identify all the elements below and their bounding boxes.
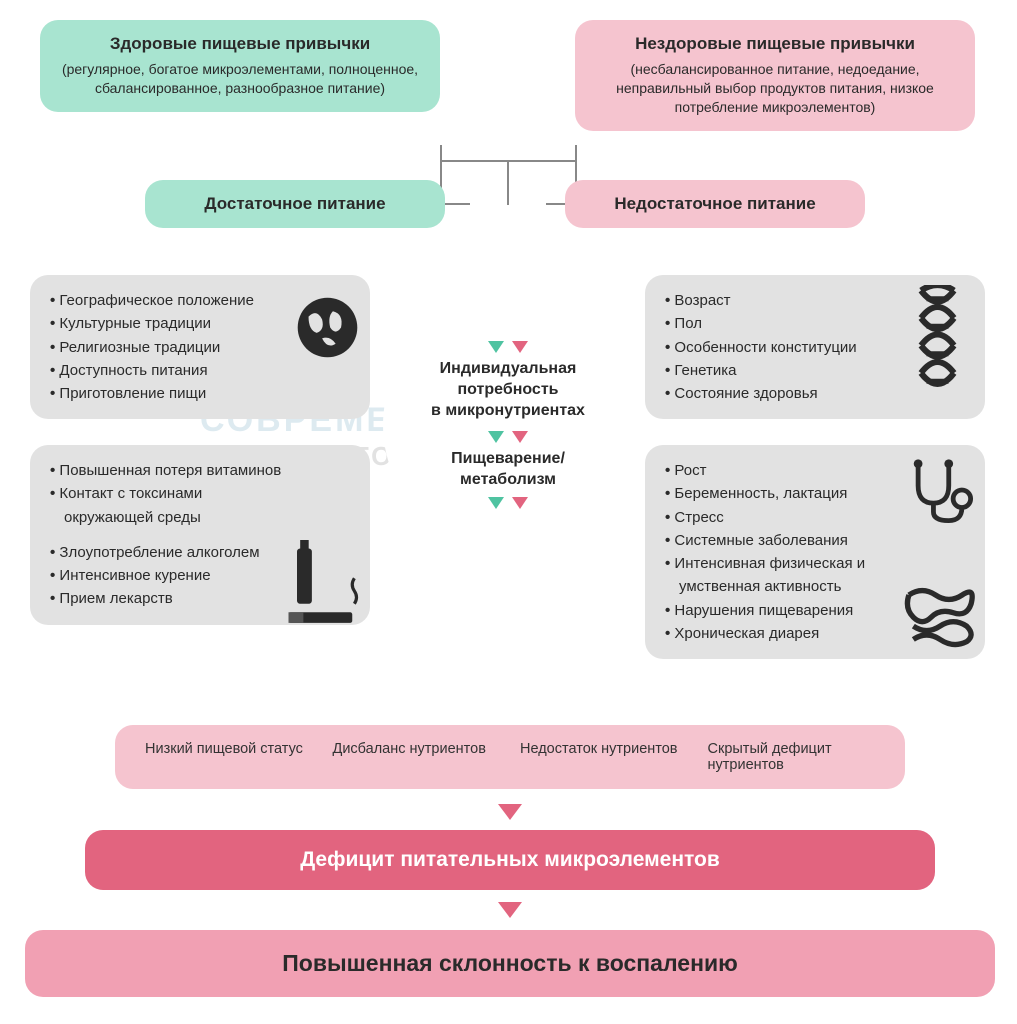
bottle-cigarette-icon [280, 535, 365, 630]
list-item: Контакт с токсинами [50, 482, 350, 505]
outcome-label: Повышенная склонность к воспалению [45, 950, 975, 977]
stethoscope-icon [905, 455, 975, 525]
list-item: Доступность питания [50, 359, 350, 382]
tri-row [383, 341, 633, 353]
triangle-pink-icon [512, 341, 528, 353]
list-item: Приготовление пищи [50, 382, 350, 405]
box-unhealthy-habits: Нездоровые пищевые привычки (несбалансир… [575, 20, 975, 131]
quad-bl-list: Повышенная потеря витаминов Контакт с то… [50, 459, 350, 529]
strip-d: Скрытый дефицит нутриентов [708, 741, 876, 773]
center-need-l1: Индивидуальная [383, 359, 633, 380]
triangle-teal-icon [488, 431, 504, 443]
arrow-down-icon [498, 902, 522, 918]
box-deficit: Дефицит питательных микроэлементов [85, 830, 935, 890]
unhealthy-title: Нездоровые пищевые привычки [595, 34, 955, 54]
strip-b: Дисбаланс нутриентов [333, 741, 501, 773]
triangle-pink-icon [512, 431, 528, 443]
unhealthy-sub: (несбалансированное питание, недоедание,… [595, 60, 955, 117]
center-circle: Индивидуальная потребность в микронутрие… [383, 300, 633, 550]
list-item: Интенсивная физическая и [665, 552, 965, 575]
triangle-teal-icon [488, 341, 504, 353]
intestine-icon [900, 580, 980, 650]
arrow-down-icon [498, 804, 522, 820]
triangle-teal-icon [488, 497, 504, 509]
list-item: Повышенная потеря витаминов [50, 459, 350, 482]
center-need-l3: в микронутриентах [383, 401, 633, 422]
tri-row [383, 497, 633, 509]
strip-a: Низкий пищевой статус [145, 741, 313, 773]
box-inadequate: Недостаточное питание [565, 180, 865, 228]
triangle-pink-icon [512, 497, 528, 509]
deficit-label: Дефицит питательных микроэлементов [103, 848, 917, 872]
strip-c: Недостаток нутриентов [520, 741, 688, 773]
connector [440, 160, 575, 162]
center-need-l2: потребность [383, 380, 633, 401]
tri-row [383, 431, 633, 443]
strip-row: Низкий пищевой статус Дисбаланс нутриент… [145, 741, 875, 773]
list-item: окружающей среды [50, 506, 350, 529]
healthy-sub: (регулярное, богатое микроэлементами, по… [60, 60, 420, 98]
box-healthy-habits: Здоровые пищевые привычки (регулярное, б… [40, 20, 440, 112]
globe-icon [295, 295, 360, 360]
list-item: Системные заболевания [665, 529, 965, 552]
box-outcome: Повышенная склонность к воспалению [25, 930, 995, 997]
inadequate-label: Недостаточное питание [579, 194, 851, 214]
connector [507, 160, 509, 205]
center-metab-l2: метаболизм [383, 470, 633, 491]
center-metab-l1: Пищеварение/ [383, 449, 633, 470]
strip-outcomes: Низкий пищевой статус Дисбаланс нутриент… [115, 725, 905, 789]
healthy-title: Здоровые пищевые привычки [60, 34, 420, 54]
dna-icon [910, 285, 965, 395]
adequate-label: Достаточное питание [159, 194, 431, 214]
box-adequate: Достаточное питание [145, 180, 445, 228]
